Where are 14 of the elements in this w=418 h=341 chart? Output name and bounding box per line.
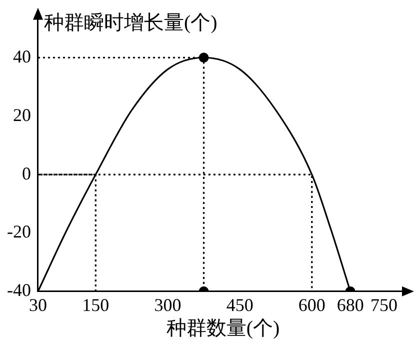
x-tick-label: 30 — [28, 294, 47, 315]
x-tick-label: 750 — [370, 294, 398, 315]
x-tick-label: 600 — [298, 294, 326, 315]
y-tick-label: 0 — [22, 163, 31, 184]
x-tick-label: 680 — [336, 294, 364, 315]
y-tick-label: 40 — [12, 46, 31, 66]
y-tick-label: 20 — [12, 104, 31, 125]
y-tick-label: -20 — [6, 222, 31, 242]
x-tick-label: 300 — [154, 294, 182, 315]
x-tick-label: 450 — [226, 294, 254, 315]
y-axis-title: 种群瞬时增长量(个) — [44, 12, 218, 34]
x-axis-title: 种群数量(个) — [166, 317, 280, 340]
y-tick-label: -40 — [6, 280, 31, 300]
x-tick-label: 150 — [82, 294, 110, 315]
